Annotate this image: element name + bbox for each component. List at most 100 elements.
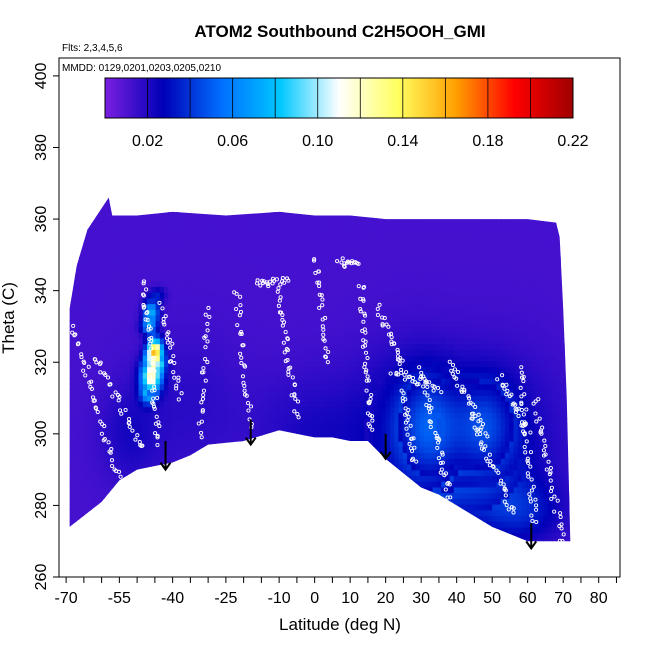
- heat-cell: [176, 349, 182, 356]
- heat-cell: [147, 234, 152, 242]
- heat-cell: [95, 246, 101, 253]
- heat-cell: [70, 326, 76, 333]
- heat-cell: [147, 412, 152, 419]
- heat-cell: [202, 292, 208, 299]
- heat-cell: [121, 252, 127, 259]
- heat-cell: [377, 355, 382, 362]
- heat-cell: [159, 337, 165, 345]
- heat-cell: [377, 320, 382, 328]
- heat-cell: [78, 223, 84, 230]
- heat-cell: [91, 452, 97, 459]
- heat-cell: [210, 234, 216, 242]
- heat-cell: [168, 532, 174, 539]
- heat-cell: [176, 223, 182, 230]
- heat-cell: [368, 458, 374, 465]
- heat-cell: [74, 458, 80, 465]
- heat-cell: [338, 200, 344, 207]
- heat-cell: [168, 263, 174, 270]
- heat-cell: [176, 377, 182, 385]
- heat-cell: [210, 326, 216, 333]
- heat-cell: [313, 297, 319, 305]
- heat-cell: [202, 481, 208, 488]
- heat-cell: [155, 297, 161, 305]
- heat-cell: [172, 286, 178, 293]
- heat-cell: [338, 360, 344, 368]
- heat-cell: [308, 383, 314, 391]
- heat-cell: [74, 452, 80, 459]
- heat-cell: [181, 372, 186, 379]
- heat-cell: [240, 429, 246, 436]
- heat-cell: [147, 360, 152, 368]
- heat-cell: [130, 326, 135, 333]
- heat-cell: [172, 366, 178, 373]
- heat-cell: [308, 320, 314, 328]
- heat-cell: [389, 412, 395, 419]
- heat-cell: [274, 412, 280, 419]
- heat-cell: [287, 452, 293, 459]
- heat-cell: [223, 229, 229, 236]
- heat-cell: [125, 515, 131, 522]
- heat-cell: [364, 538, 370, 542]
- heat-cell: [360, 252, 365, 259]
- heat-cell: [343, 286, 348, 293]
- heat-cell: [240, 463, 246, 471]
- heat-cell: [287, 240, 293, 247]
- heat-cell: [74, 509, 80, 517]
- heat-cell: [108, 246, 114, 253]
- heat-cell: [326, 349, 331, 356]
- heat-cell: [210, 509, 216, 517]
- heat-cell: [334, 452, 340, 459]
- heat-cell: [112, 492, 118, 499]
- heat-cell: [87, 274, 93, 282]
- heat-cell: [389, 429, 395, 436]
- heat-cell: [117, 383, 123, 391]
- heat-cell: [283, 309, 289, 316]
- heat-cell: [189, 509, 195, 517]
- heat-cell: [317, 189, 322, 195]
- heat-cell: [69, 400, 71, 408]
- heat-cell: [347, 481, 353, 488]
- heat-cell: [159, 217, 165, 224]
- heat-cell: [304, 383, 310, 391]
- heat-cell: [313, 423, 319, 431]
- heat-cell: [100, 486, 106, 494]
- heat-cell: [168, 269, 174, 276]
- heat-cell: [198, 372, 204, 379]
- heat-cell: [287, 263, 293, 270]
- heat-cell: [368, 360, 374, 368]
- heat-cell: [253, 314, 259, 322]
- heat-cell: [364, 303, 370, 310]
- heat-cell: [70, 492, 76, 499]
- heat-cell: [134, 395, 140, 402]
- heat-cell: [159, 326, 165, 333]
- heat-cell: [185, 389, 191, 396]
- heat-cell: [245, 309, 250, 316]
- heat-cell: [130, 189, 135, 195]
- heat-cell: [249, 377, 255, 385]
- heat-cell: [364, 292, 370, 299]
- heat-cell: [279, 509, 284, 517]
- heat-cell: [355, 400, 361, 408]
- heat-cell: [74, 395, 80, 402]
- heat-cell: [121, 280, 127, 287]
- heat-cell: [394, 246, 400, 253]
- heat-cell: [164, 217, 169, 224]
- heat-cell: [198, 211, 204, 219]
- heat-cell: [228, 503, 233, 511]
- heat-cell: [69, 252, 71, 259]
- heat-cell: [130, 366, 135, 373]
- heat-cell: [193, 395, 199, 402]
- heat-cell: [283, 292, 289, 299]
- heat-cell: [326, 498, 331, 505]
- heat-cell: [172, 521, 178, 528]
- heat-cell: [317, 463, 323, 471]
- heat-cell: [372, 211, 378, 219]
- heat-cell: [206, 377, 212, 385]
- heat-cell: [296, 492, 302, 499]
- heat-cell: [193, 223, 199, 230]
- heat-cell: [266, 211, 272, 219]
- heat-cell: [104, 309, 110, 316]
- heat-cell: [377, 257, 382, 265]
- heat-cell: [249, 332, 255, 339]
- heat-cell: [270, 252, 276, 259]
